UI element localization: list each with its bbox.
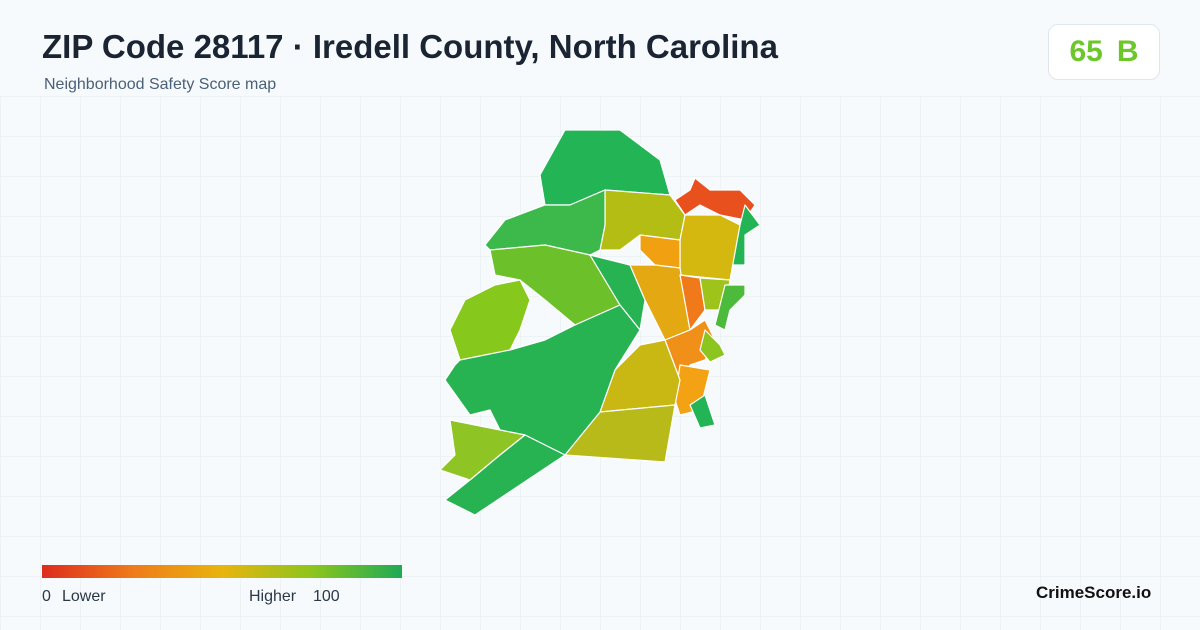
brand: CrimeScore.io [1036,583,1152,602]
regions [439,129,761,516]
score-badge: 65 B [1048,24,1160,80]
score-grade: B [1116,35,1139,68]
legend-max: 100 [313,588,340,605]
title: ZIP Code 28117 · Iredell County, North C… [42,28,778,65]
legend-bar [42,565,402,578]
legend-min-label: Lower [62,588,106,605]
subtitle: Neighborhood Safety Score map [44,76,277,93]
legend-min: 0 [42,588,51,605]
legend-max-label: Higher [249,588,297,605]
score-value: 65 [1069,35,1103,68]
